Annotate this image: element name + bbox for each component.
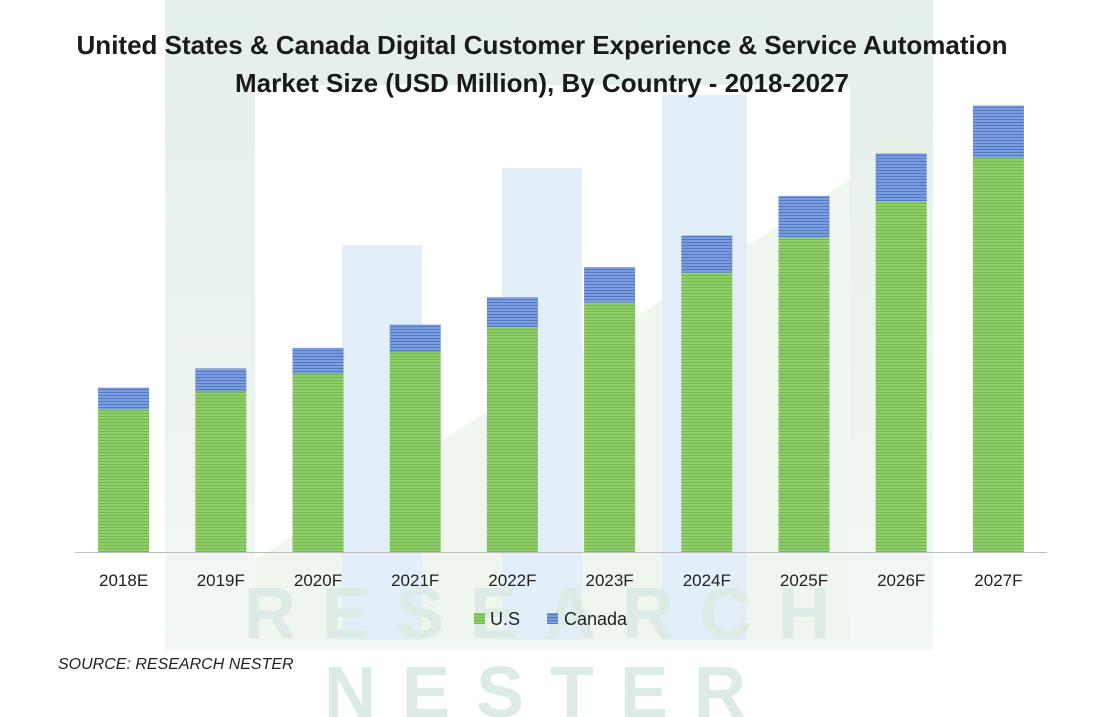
bar-canada-2027f bbox=[972, 105, 1024, 158]
x-tick-label-2023f: 2023F bbox=[585, 571, 633, 590]
x-tick-label-2026f: 2026F bbox=[877, 571, 925, 590]
legend: U.S Canada bbox=[474, 609, 628, 629]
source-note: SOURCE: RESEARCH NESTER bbox=[58, 656, 294, 673]
x-tick-label-2020f: 2020F bbox=[294, 571, 342, 590]
bar-canada-2020f bbox=[292, 347, 344, 374]
bar-us-2023f bbox=[584, 302, 636, 552]
chart-title-line-1: United States & Canada Digital Customer … bbox=[76, 30, 1008, 60]
bar-us-2024f bbox=[681, 272, 733, 552]
bar-us-2027f bbox=[972, 157, 1024, 552]
bar-us-2026f bbox=[875, 201, 927, 552]
legend-swatch-canada bbox=[547, 613, 558, 624]
legend-label-canada: Canada bbox=[564, 609, 628, 629]
watermark-text-line2: NESTER bbox=[324, 653, 772, 717]
legend-label-us: U.S bbox=[490, 609, 520, 629]
bar-us-2019f bbox=[195, 391, 247, 552]
legend-swatch-us bbox=[474, 613, 485, 624]
bar-us-2021f bbox=[389, 352, 441, 552]
bar-canada-2019f bbox=[195, 368, 247, 392]
bar-canada-2018e bbox=[98, 387, 150, 410]
bar-canada-2023f bbox=[584, 267, 636, 303]
x-axis-ticks: 2018E 2019F 2020F 2021F 2022F 2023F 2024F 2025F… bbox=[99, 571, 1022, 590]
bar-us-2022f bbox=[486, 327, 538, 552]
bar-us-2018e bbox=[98, 409, 150, 552]
bar-canada-2022f bbox=[486, 297, 538, 328]
x-tick-label-2027f: 2027F bbox=[974, 571, 1022, 590]
bar-canada-2026f bbox=[875, 153, 927, 202]
bar-canada-2025f bbox=[778, 195, 830, 237]
bar-canada-2021f bbox=[389, 324, 441, 352]
watermark-text-line1: RESEARCH bbox=[244, 574, 856, 654]
chart-title-line-2: Market Size (USD Million), By Country - … bbox=[234, 68, 850, 98]
chart-title: United States & Canada Digital Customer … bbox=[0, 26, 1084, 102]
x-tick-label-2025f: 2025F bbox=[780, 571, 828, 590]
x-tick-label-2022f: 2022F bbox=[488, 571, 536, 590]
x-tick-label-2021f: 2021F bbox=[391, 571, 439, 590]
bar-us-2025f bbox=[778, 237, 830, 552]
bar-us-2020f bbox=[292, 373, 344, 552]
bars-layer bbox=[98, 105, 1024, 552]
x-tick-label-2024f: 2024F bbox=[683, 571, 731, 590]
bar-canada-2024f bbox=[681, 235, 733, 273]
x-tick-label-2018e: 2018E bbox=[99, 571, 148, 590]
x-tick-label-2019f: 2019F bbox=[197, 571, 245, 590]
